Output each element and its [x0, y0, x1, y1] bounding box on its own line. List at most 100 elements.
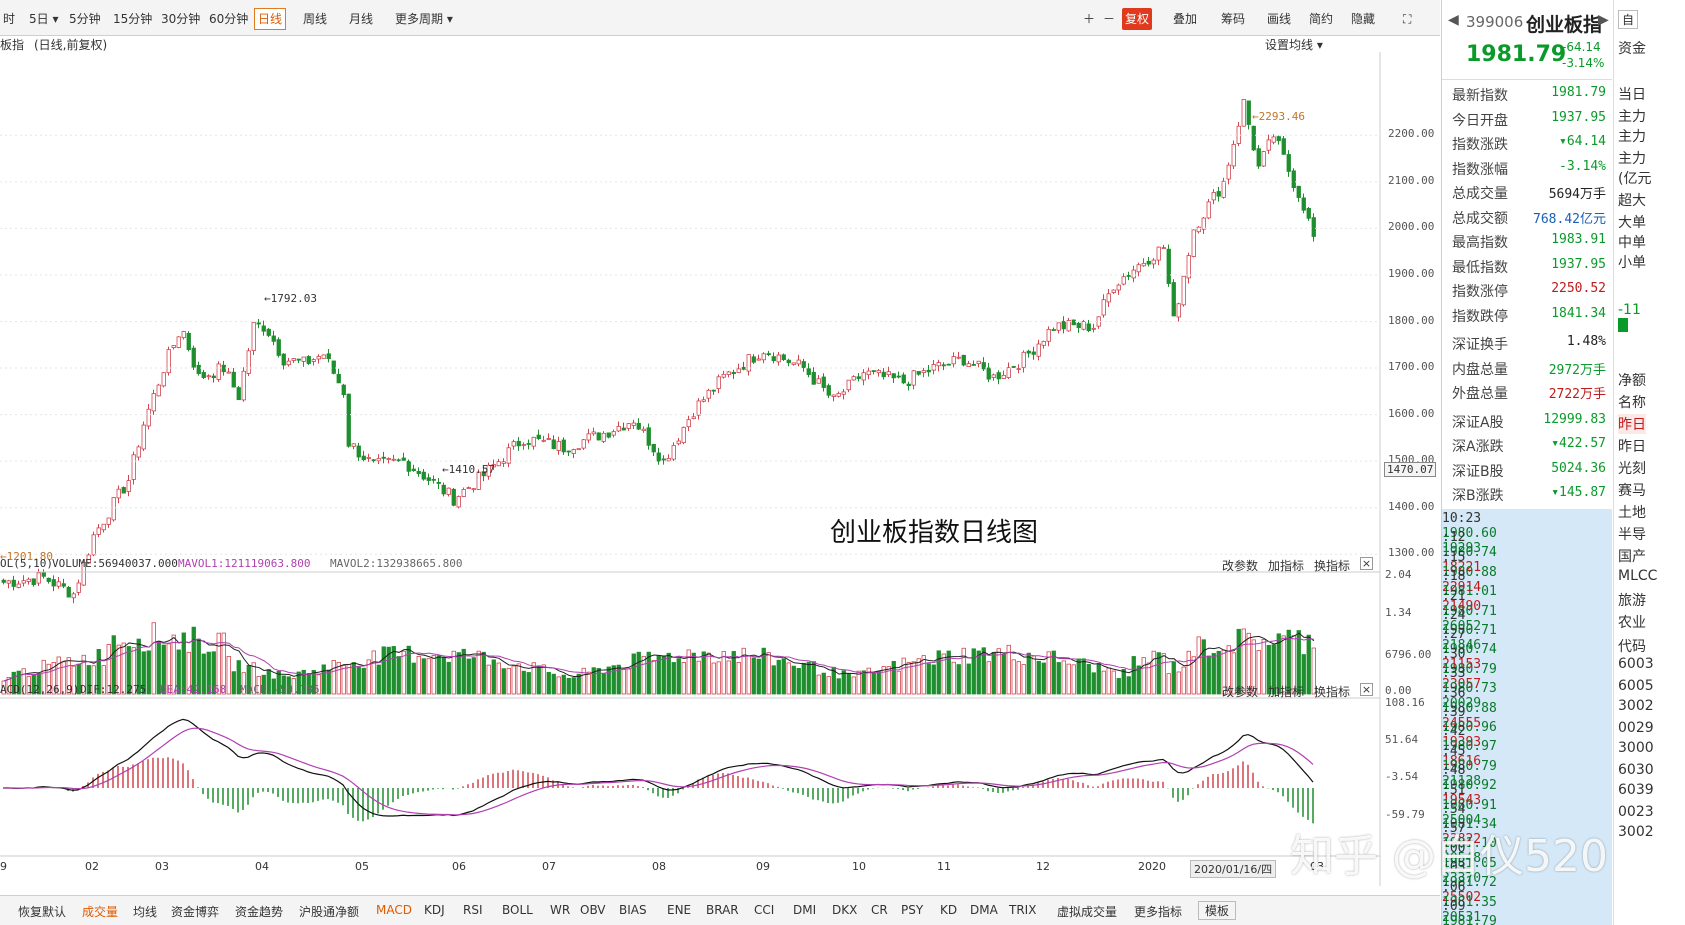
indicator-tab-10[interactable]: WR [550, 903, 571, 917]
period-tab-1[interactable]: 5日 ▾ [29, 12, 59, 26]
indicator-tab-9[interactable]: BOLL [502, 903, 533, 917]
far-tab[interactable]: 自 [1618, 10, 1639, 29]
vol-btn-2[interactable]: 换指标 [1314, 559, 1351, 573]
candle-body [1091, 327, 1096, 330]
period-tab-8[interactable]: 月线 [349, 12, 374, 26]
indicator-tab-1[interactable]: 成交量 [82, 905, 119, 919]
tick-list[interactable]: 10:23 1980.60 19293:12 1980.74 18221:15 1980.… [1442, 509, 1612, 925]
indicator-tab-25[interactable]: 模板 [1198, 901, 1237, 920]
indicator-tab-6[interactable]: MACD [376, 903, 412, 917]
volume-bar [256, 676, 261, 695]
tick-time-18: :03 [1442, 860, 1466, 876]
candle-body [986, 367, 991, 380]
indicator-tab-14[interactable]: BRAR [706, 903, 739, 917]
candle-body [891, 373, 896, 379]
volume-bar [561, 674, 566, 695]
macd-tick-0: 108.16 [1385, 696, 1425, 709]
zoom-out-icon[interactable]: － [1103, 12, 1116, 26]
far-item-19: 国产 [1618, 549, 1646, 565]
indicator-tab-4[interactable]: 资金趋势 [235, 905, 284, 919]
period-tab-4[interactable]: 30分钟 [161, 12, 201, 26]
far-item-23: 代码 [1618, 639, 1646, 655]
indicator-tab-15[interactable]: CCI [754, 903, 775, 917]
close-vol-icon[interactable]: × [1360, 557, 1373, 570]
vol-btn-1[interactable]: 加指标 [1268, 559, 1305, 573]
candle-body [1151, 259, 1156, 265]
period-tab-3[interactable]: 15分钟 [113, 12, 153, 26]
start-low-label: ←1201.80 [0, 550, 53, 563]
indicator-tab-5[interactable]: 沪股通净额 [299, 905, 360, 919]
indicator-tab-22[interactable]: TRIX [1009, 903, 1037, 917]
toolbar-4[interactable]: 简约 [1309, 12, 1334, 26]
indicator-tab-21[interactable]: DMA [970, 903, 998, 917]
candle-body [911, 370, 916, 386]
period-tab-2[interactable]: 5分钟 [69, 12, 101, 26]
candle-body [381, 456, 386, 459]
toolbar-0[interactable]: 复权 [1122, 8, 1153, 30]
chart-annotation: 创业板指数日线图 [830, 518, 1039, 548]
vol-btn-0[interactable]: 改参数 [1222, 559, 1259, 573]
indicator-tab-11[interactable]: OBV [580, 903, 606, 917]
indicator-tab-2[interactable]: 均线 [133, 905, 158, 919]
macd-btn-1[interactable]: 加指标 [1268, 685, 1305, 699]
x-label-7: 08 [652, 860, 666, 873]
dea-line [2, 727, 1314, 816]
volume-bar [6, 677, 11, 695]
period-tab-0[interactable]: 时 [3, 12, 16, 26]
period-toolbar: 时 5日 ▾ 5分钟 15分钟 30分钟 60分钟 日线 周线 月线 更多周期 ▾ ＋ － 复权 叠加 筹码… [0, 0, 1440, 36]
indicator-tab-17[interactable]: DKX [832, 903, 858, 917]
period-tab-6[interactable]: 日线 [254, 8, 287, 30]
indicator-tab-18[interactable]: CR [871, 903, 888, 917]
indicator-tab-23[interactable]: 虚拟成交量 [1057, 905, 1118, 919]
indicator-tab-16[interactable]: DMI [793, 903, 817, 917]
tick-row-12: :45 1980.79 21128 [1442, 744, 1612, 789]
prev-arrow-icon[interactable]: ◀ [1448, 12, 1459, 28]
toolbar-5[interactable]: 隐藏 [1351, 12, 1376, 26]
ma-setting-button[interactable]: 设置均线 ▾ [1265, 38, 1323, 52]
indicator-tab-20[interactable]: KD [940, 903, 958, 917]
indicator-tab-7[interactable]: KDJ [424, 903, 445, 917]
kline-chart[interactable]: ←2293.46 ←1792.03 ←1410.57 ←1201.80 板指 (日线,… [0, 36, 1440, 886]
indicator-tab-24[interactable]: 更多指标 [1134, 905, 1183, 919]
period-tab-5[interactable]: 60分钟 [209, 12, 249, 26]
chart-canvas[interactable]: ←2293.46 ←1792.03 ←1410.57 ←1201.80 [0, 36, 1440, 886]
volume-bar [886, 666, 891, 695]
volume-bar [221, 632, 226, 695]
close-macd-icon[interactable]: × [1360, 683, 1373, 696]
candle-body [801, 361, 806, 369]
macd-btn-2[interactable]: 换指标 [1314, 685, 1351, 699]
toolbar-3[interactable]: 画线 [1267, 12, 1292, 26]
candle-body [366, 457, 371, 459]
tick-price-4: 1980.71 [1442, 603, 1497, 619]
macd-btn-0[interactable]: 改参数 [1222, 685, 1259, 699]
tick-price-6: 1980.74 [1442, 642, 1497, 658]
volume-bar [1146, 662, 1151, 695]
candle-body [161, 372, 166, 387]
volume-bar [836, 678, 841, 695]
period-tab-7[interactable]: 周线 [303, 12, 328, 26]
zoom-in-icon[interactable]: ＋ [1083, 12, 1096, 26]
tick-vol-19: 20531 [1442, 909, 1482, 925]
toolbar-1[interactable]: 叠加 [1173, 12, 1198, 26]
period-tab-9[interactable]: 更多周期 ▾ [395, 12, 453, 26]
indicator-tab-8[interactable]: RSI [463, 903, 483, 917]
volume-bar [1306, 634, 1311, 695]
fullscreen-icon[interactable]: ⛶ [1403, 12, 1412, 26]
candle-body [281, 353, 286, 366]
candle-body [586, 433, 591, 441]
index-name: 创业板指 [1526, 14, 1603, 36]
indicator-tab-19[interactable]: PSY [901, 903, 924, 917]
indicator-tab-3[interactable]: 资金博弈 [171, 905, 220, 919]
volume-bar [1246, 632, 1251, 695]
candle-body [1281, 138, 1286, 155]
volume-bar [796, 667, 801, 695]
indicator-tab-0[interactable]: 恢复默认 [18, 905, 67, 919]
tick-time-8: :33 [1442, 666, 1466, 682]
indicator-tab-13[interactable]: ENE [667, 903, 692, 917]
volume-bar [346, 663, 351, 695]
volume-bar [531, 662, 536, 695]
volume-bar [511, 665, 516, 695]
next-arrow-icon[interactable]: ▶ [1598, 12, 1609, 28]
indicator-tab-12[interactable]: BIAS [619, 903, 647, 917]
toolbar-2[interactable]: 筹码 [1221, 12, 1246, 26]
